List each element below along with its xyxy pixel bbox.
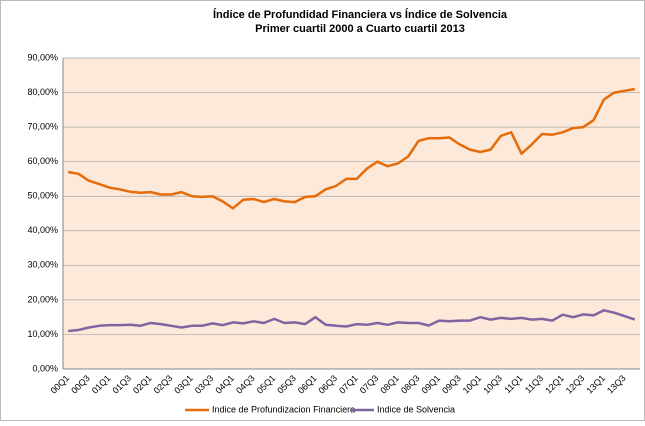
y-tick-label: 80,00%	[27, 87, 58, 97]
y-tick-label: 30,00%	[27, 260, 58, 270]
legend-label: Indice de Solvencia	[377, 404, 455, 414]
y-tick-label: 10,00%	[27, 329, 58, 339]
y-tick-label: 90,00%	[27, 52, 58, 62]
plot-area	[63, 58, 640, 369]
series-line	[68, 309, 636, 333]
y-tick-label: 70,00%	[27, 121, 58, 131]
chart-title: Índice de Profundidad Financiera vs Índi…	[213, 8, 508, 21]
chart-subtitle: Primer cuartil 2000 a Cuarto cuartil 201…	[255, 23, 465, 35]
y-tick-label: 60,00%	[27, 156, 58, 166]
y-tick-label: 20,00%	[27, 294, 58, 304]
y-tick-label: 50,00%	[27, 191, 58, 201]
y-tick-label: 40,00%	[27, 225, 58, 235]
series-line	[67, 87, 636, 210]
y-tick-label: 0,00%	[32, 363, 58, 373]
legend-label: Indice de Profundizacion Financiera	[212, 404, 355, 414]
